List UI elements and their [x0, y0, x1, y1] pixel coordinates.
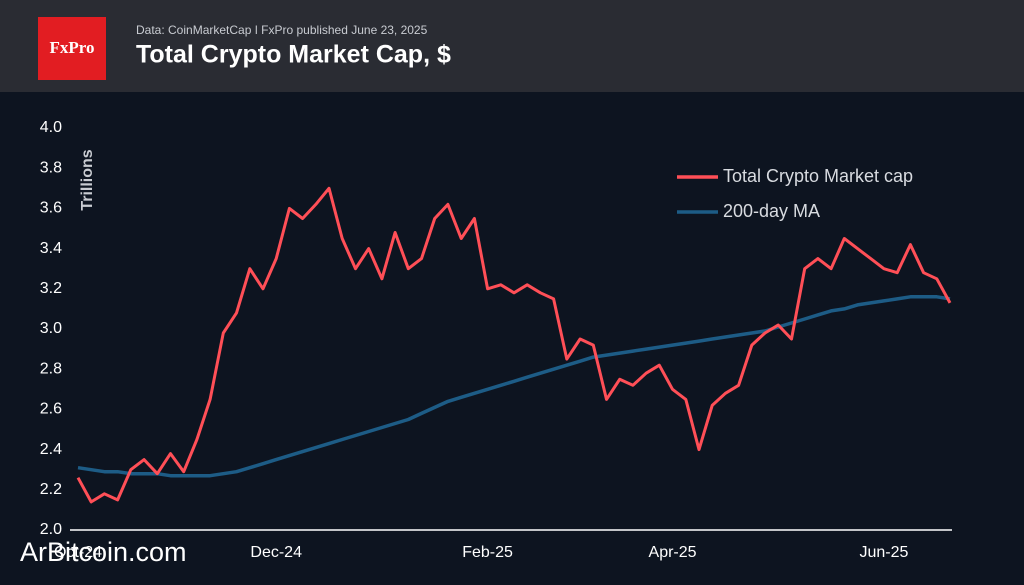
- series-line: [76, 186, 952, 504]
- logo-box: [38, 17, 106, 80]
- y-tick-label: 2.2: [40, 481, 62, 498]
- y-tick-label: 2.0: [40, 521, 62, 538]
- y-tick-label: 2.6: [40, 401, 62, 418]
- y-tick-label: 4.0: [40, 119, 62, 136]
- series-line: [77, 295, 951, 478]
- logo: FxPro: [49, 38, 94, 57]
- x-tick-label: Apr-25: [649, 544, 697, 561]
- watermark: ArBitcoin.com: [20, 537, 187, 567]
- y-tick-label: 3.8: [40, 159, 62, 176]
- y-tick-label: 3.6: [40, 200, 62, 217]
- legend-label: Total Crypto Market cap: [723, 166, 913, 186]
- chart-title: Total Crypto Market Cap, $: [136, 41, 451, 69]
- source: Data: CoinMarketCap ǀ FxPro published Ju…: [136, 23, 428, 37]
- y-tick-label: 3.4: [40, 240, 62, 257]
- y-tick-label: 2.8: [40, 360, 62, 377]
- header: [0, 0, 1024, 92]
- x-tick-label: Oct-24: [54, 544, 102, 561]
- x-tick-label: Feb-25: [462, 544, 513, 561]
- legend-label: 200-day MA: [723, 201, 820, 221]
- x-tick-label: Dec-24: [250, 544, 302, 561]
- x-tick-label: Jun-25: [859, 544, 908, 561]
- y-tick-label: 2.4: [40, 441, 62, 458]
- y-tick-label: 3.0: [40, 320, 62, 337]
- y-axis-label: Trillions: [79, 149, 96, 210]
- y-tick-label: 3.2: [40, 280, 62, 297]
